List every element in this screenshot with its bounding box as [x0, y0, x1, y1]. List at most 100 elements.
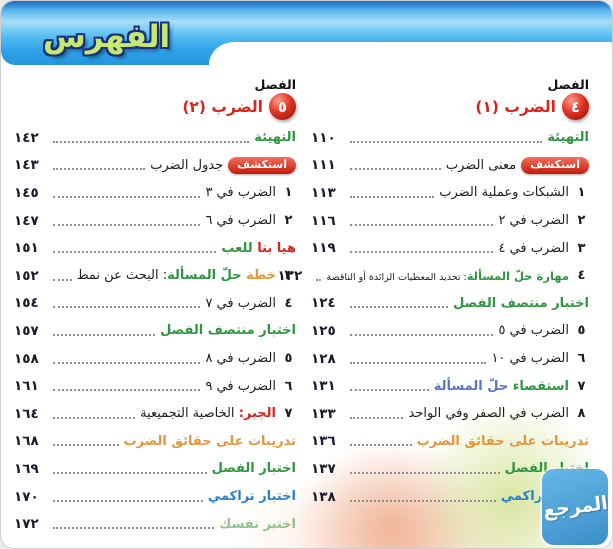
- page-number: ١٥٨: [14, 350, 39, 367]
- dot-leader: [53, 471, 207, 474]
- label-segment: خطة: [246, 268, 276, 284]
- page-number: ١٧٠: [14, 488, 39, 505]
- lesson-number: ٧: [284, 406, 293, 422]
- label-segment: هيا بنا: [252, 240, 296, 256]
- lesson-number: ١: [577, 185, 586, 201]
- lesson-number: ٢: [284, 213, 293, 229]
- lesson-number: ٦: [284, 378, 293, 394]
- toc-row: اختبار تراكمي ١٧٠: [14, 483, 296, 511]
- lesson-number: ٤: [577, 268, 586, 284]
- dot-leader: [53, 168, 146, 171]
- dot-leader: [350, 499, 496, 502]
- page-number: ١٦٨: [14, 433, 39, 450]
- page-number: ١٣٣: [311, 405, 336, 422]
- column-chapter-5: الفصل ٥ الضرب (٢) التهيئة ١٤٢ استكشف جدول ا…: [14, 77, 296, 538]
- lesson-number: ٦: [577, 351, 586, 367]
- explore-badge: استكشف: [521, 156, 589, 174]
- page-number: ١٣١: [311, 378, 336, 395]
- page-number: ١١٩: [311, 240, 336, 257]
- page-number: ١٤٧: [14, 212, 39, 229]
- chapter-title: الضرب (١): [475, 97, 556, 116]
- page-number: ١٤٥: [14, 184, 39, 201]
- toc-label: اختبار تراكمي: [208, 489, 296, 504]
- chapter-5-header: الفصل ٥ الضرب (٢): [14, 77, 296, 120]
- page-number: ١١٣: [311, 184, 336, 201]
- label-segment: الضرب في ٩: [205, 378, 276, 394]
- toc-row: ٧ الجبر: الخاصية التجميعية ١٦٤: [14, 400, 296, 428]
- chapter-5-item-list: التهيئة ١٤٢ استكشف جدول الضرب ١٤٣ ١ الضرب في ٣…: [14, 124, 296, 538]
- label-segment: حلّ المسألة: [167, 268, 247, 284]
- page-number: ١١١: [311, 157, 336, 174]
- dot-leader: [53, 195, 201, 198]
- label-segment: الخاصية التجميعية: [140, 406, 239, 422]
- toc-row: ٦ الضرب في ١٠ ١٢٨: [311, 345, 589, 373]
- page-number: ١٢٤: [311, 295, 336, 312]
- chapter-label: الفصل: [254, 77, 296, 92]
- chapter-4-header: الفصل ٤ الضرب (١): [311, 77, 589, 120]
- toc-row: ٤ مهارة حلّ المسألة: تحديد المعطيات الزائ…: [277, 262, 589, 290]
- toc-row: ٤ الضرب في ٧ ١٥٤: [14, 290, 296, 318]
- page-number: ١٢٨: [311, 350, 336, 367]
- toc-label: هيا بنا للعب: [221, 241, 296, 256]
- toc-label: الشبكات وعملية الضرب: [439, 185, 569, 200]
- page-number: ١٣٨: [311, 488, 336, 505]
- chapter-label: الفصل: [547, 77, 589, 92]
- chapter-number-badge: ٤: [562, 93, 589, 120]
- toc-label: معنى الضرب: [446, 158, 516, 173]
- page-number: ١٥٧: [14, 322, 39, 339]
- label-segment: الضرب في ٨: [205, 351, 276, 367]
- page-number: ١٣٦: [311, 433, 336, 450]
- toc-row: التهيئة ١٤٢: [14, 124, 296, 152]
- chapter-4-item-list: التهيئة ١١٠ استكشف معنى الضرب ١١١ ١ الشبكات وع…: [277, 124, 589, 510]
- label-segment: اختبار منتصف الفصل: [160, 323, 296, 339]
- lesson-number: ٣: [577, 240, 586, 256]
- toc-label: الضرب في ١٠: [491, 351, 569, 366]
- dot-leader: [53, 527, 215, 530]
- page-number: ١١٠: [311, 129, 336, 146]
- label-segment: مهارة حلّ المسألة: [466, 268, 569, 283]
- dot-leader: [53, 333, 156, 336]
- page-number: ١١٦: [311, 212, 336, 229]
- explore-badge: استكشف: [228, 156, 296, 174]
- toc-label: خطة حلّ المسألة: البحث عن نمط: [77, 268, 276, 283]
- label-segment: الضرب في ١٠: [491, 351, 569, 367]
- label-segment: تدريبات على حقائق الضرب: [123, 433, 296, 449]
- label-segment: الضرب في ٢: [498, 213, 569, 229]
- toc-row: اختبار الفصل ١٦٩: [14, 455, 296, 483]
- label-segment: الجبر:: [238, 406, 276, 422]
- chapter-title: الضرب (٢): [182, 97, 263, 116]
- toc-label: تدريبات على حقائق الضرب: [417, 434, 589, 449]
- toc-label: الضرب في ٥: [498, 323, 569, 338]
- toc-row: التهيئة ١١٠: [311, 124, 589, 152]
- toc-row: استكشف جدول الضرب ١٤٣: [14, 152, 296, 180]
- label-segment: الضرب في الصفر وفي الواحد: [408, 406, 569, 422]
- dot-leader: [53, 499, 203, 502]
- toc-label: استقصاء حلّ المسألة: [434, 379, 569, 394]
- toc-label: الضرب في ٩: [205, 379, 276, 394]
- toc-row: اختبر نفسك ١٧٢: [14, 510, 296, 538]
- dot-leader: [53, 278, 72, 281]
- page-number: ١٦٩: [14, 460, 39, 477]
- label-segment: الشبكات وعملية الضرب: [439, 185, 569, 201]
- lesson-number: ٧: [577, 378, 586, 394]
- toc-row: ٥ الضرب في ٨ ١٥٨: [14, 345, 296, 373]
- dot-leader: [350, 471, 500, 474]
- label-segment: الضرب في ٧: [205, 295, 276, 311]
- lesson-number: ٥: [284, 351, 293, 367]
- toc-row: ٧ استقصاء حلّ المسألة ١٣١: [311, 372, 589, 400]
- toc-label: جدول الضرب: [150, 158, 223, 173]
- lesson-number: ٨: [577, 406, 586, 422]
- toc-row: ٢ الضرب في ٢ ١١٦: [311, 207, 589, 235]
- toc-row: ٢ الضرب في ٦ ١٤٧: [14, 207, 296, 235]
- dot-leader: [53, 444, 119, 447]
- label-segment: للعب: [221, 240, 253, 256]
- toc-label: الجبر: الخاصية التجميعية: [140, 406, 276, 421]
- toc-label: مهارة حلّ المسألة: تحديد المعطيات الزائد…: [326, 269, 569, 283]
- toc-label: الضرب في ٦: [205, 213, 276, 228]
- dot-leader: [350, 306, 449, 309]
- lesson-number: ٣: [284, 268, 293, 284]
- label-segment: حلّ المسألة: [433, 378, 513, 394]
- label-segment: : البحث عن نمط: [76, 268, 168, 284]
- toc-row: استكشف معنى الضرب ١١١: [311, 152, 589, 180]
